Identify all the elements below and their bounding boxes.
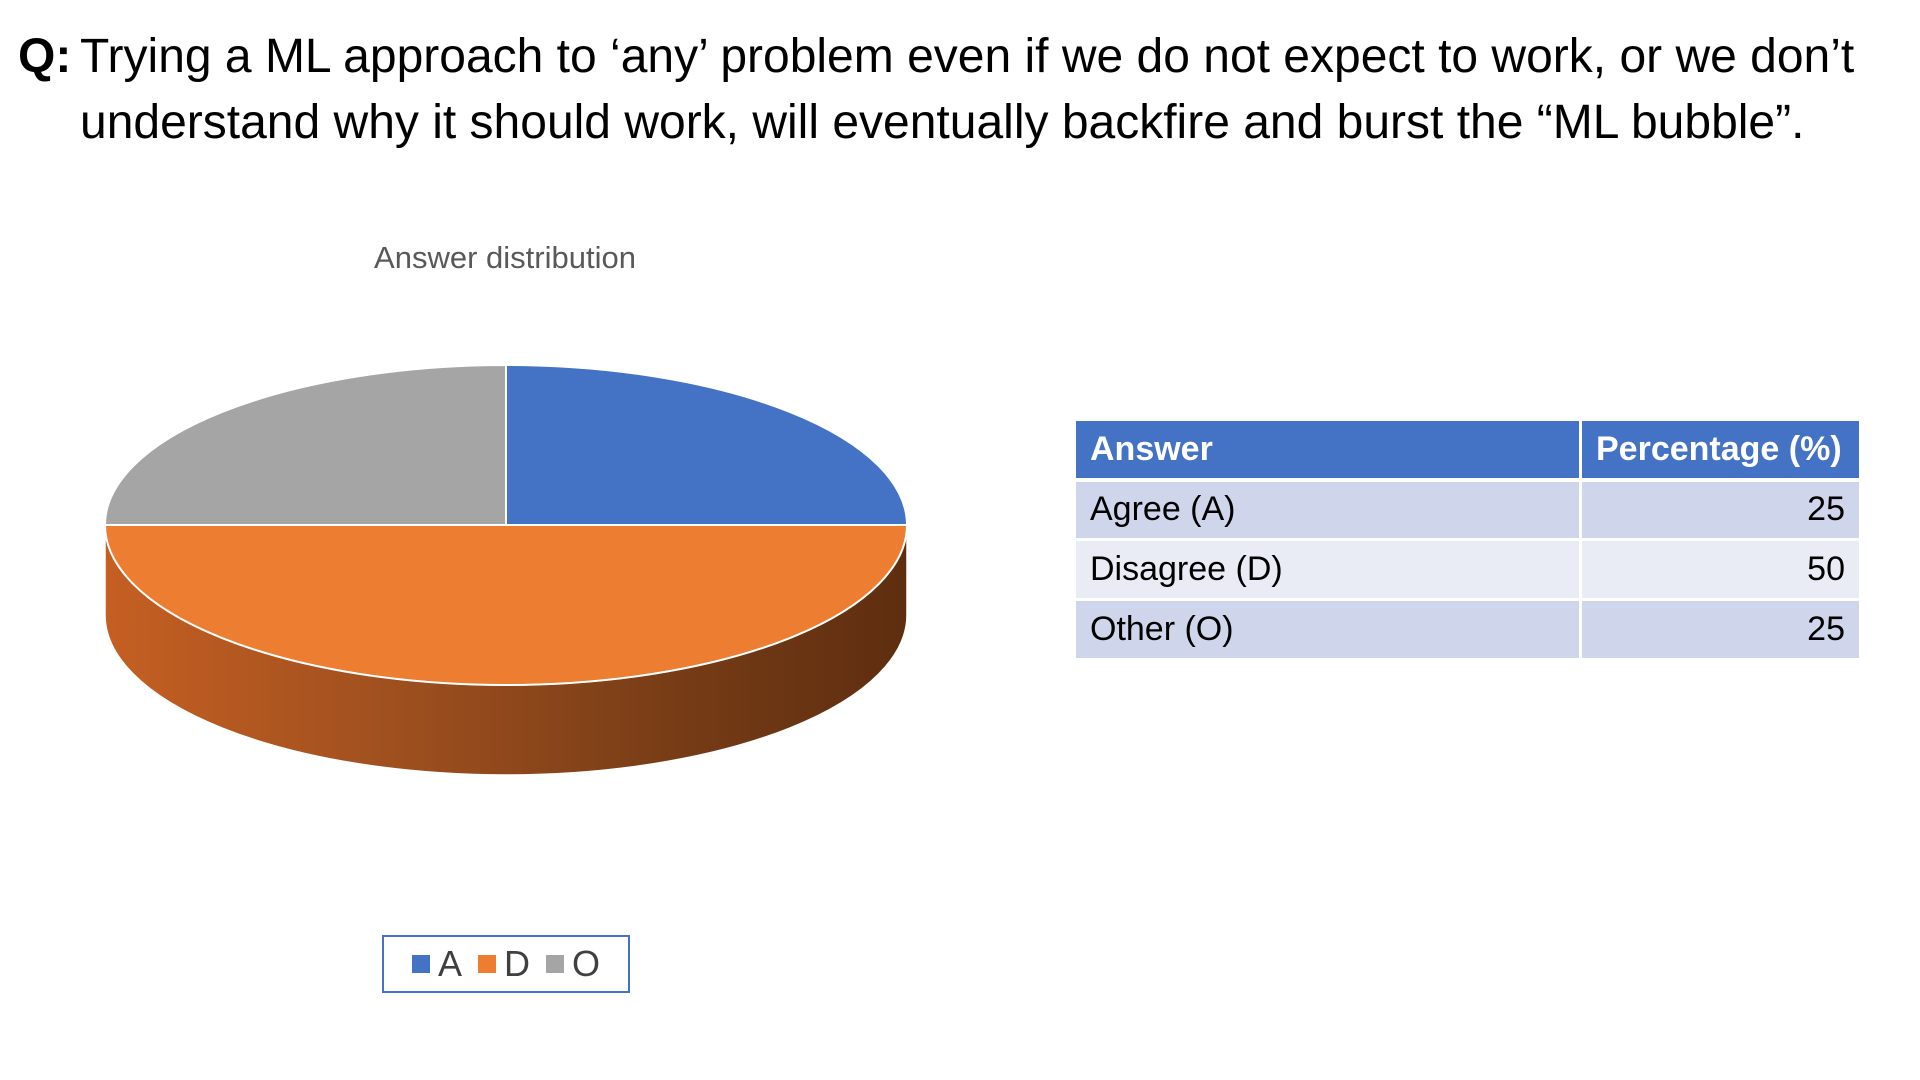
table-cell-percentage: 50 [1579, 538, 1862, 601]
legend-item-o: O [546, 943, 600, 985]
question-text: Trying a ML approach to ‘any’ problem ev… [80, 30, 1855, 149]
table-row: Disagree (D) 50 [1073, 538, 1862, 601]
table-cell-answer: Other (O) [1073, 598, 1582, 661]
legend-swatch-o [546, 955, 564, 973]
table-cell-percentage: 25 [1579, 478, 1862, 541]
pie-slice-d [104, 524, 908, 686]
legend-swatch-d [478, 955, 496, 973]
legend-item-d: D [478, 943, 530, 985]
legend-label-o: O [572, 943, 601, 984]
legend-item-a: A [411, 943, 462, 985]
legend-label-a: A [437, 943, 462, 984]
table-cell-answer: Disagree (D) [1073, 538, 1582, 601]
answer-table: Answer Percentage (%) Agree (A) 25 Disag… [1073, 418, 1862, 661]
legend-label-d: D [504, 943, 530, 984]
table-header-row: Answer Percentage (%) [1073, 418, 1862, 482]
table-cell-percentage: 25 [1579, 598, 1862, 661]
table-row: Other (O) 25 [1073, 598, 1862, 661]
table-header-answer: Answer [1073, 418, 1582, 482]
pie-slice-a [505, 364, 908, 526]
table-row: Agree (A) 25 [1073, 478, 1862, 541]
pie-slice-o [104, 364, 507, 526]
question-prefix: Q: [18, 30, 72, 83]
question: Q: Trying a ML approach to ‘any’ problem… [18, 24, 1898, 156]
legend-swatch-a [411, 955, 430, 973]
table-cell-answer: Agree (A) [1073, 478, 1582, 541]
chart-title: Answer distribution [374, 240, 636, 275]
chart-legend: A D O [382, 935, 630, 993]
table-header-percentage: Percentage (%) [1579, 418, 1862, 482]
